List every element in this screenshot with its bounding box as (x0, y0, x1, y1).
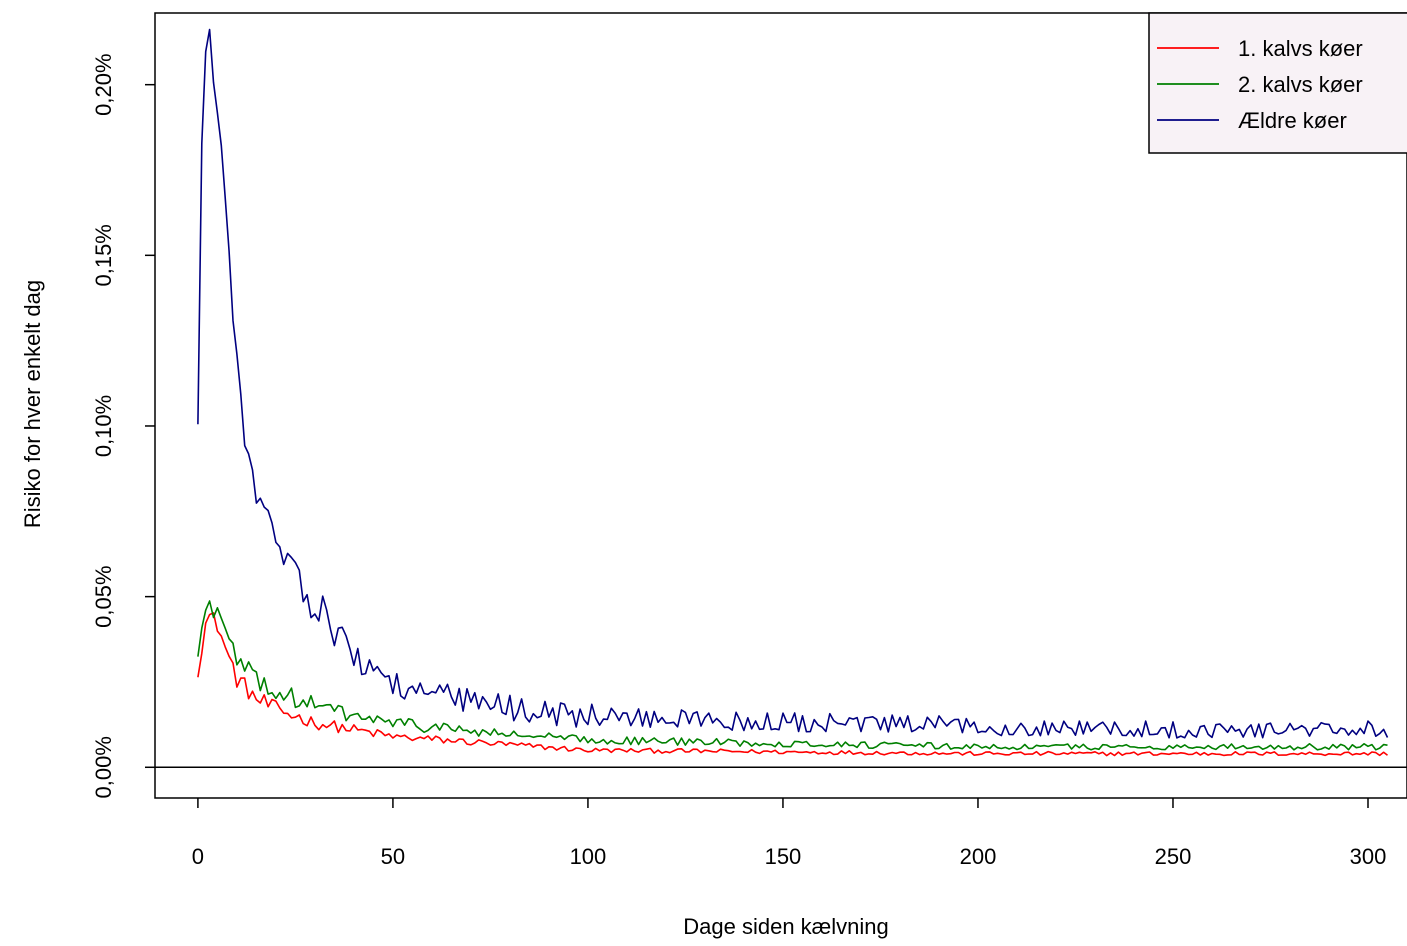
series-line (197, 28, 1389, 739)
legend-label: 1. kalvs køer (1238, 36, 1363, 61)
x-tick-label: 100 (570, 844, 607, 869)
plot-border (154, 12, 1407, 799)
x-tick-label: 200 (960, 844, 997, 869)
y-tick-label: 0,05% (91, 565, 116, 627)
y-tick-label: 0,10% (91, 395, 116, 457)
y-axis-title: Risiko for hver enkelt dag (20, 280, 45, 528)
series-layer (197, 28, 1389, 757)
y-tick-label: 0,00% (91, 736, 116, 798)
legend-box (1148, 12, 1407, 154)
y-tick-label: 0,20% (91, 53, 116, 115)
series-line (197, 600, 1388, 751)
legend-label: Ældre køer (1238, 108, 1347, 133)
x-tick-label: 50 (381, 844, 405, 869)
x-tick-label: 150 (765, 844, 802, 869)
legend: 1. kalvs køer 2. kalvs køer Ældre køer (1148, 12, 1407, 154)
y-tick-label: 0,15% (91, 224, 116, 286)
x-tick-label: 300 (1350, 844, 1387, 869)
x-tick-label: 0 (192, 844, 204, 869)
x-axis-title: Dage siden kælvning (683, 914, 888, 939)
legend-label: 2. kalvs køer (1238, 72, 1363, 97)
axes-layer: 0 50 100 150 200 250 300 0,00% 0,05% 0,10% 0,15% 0,… (91, 12, 1407, 869)
x-tick-label: 250 (1155, 844, 1192, 869)
series-line (197, 612, 1388, 757)
